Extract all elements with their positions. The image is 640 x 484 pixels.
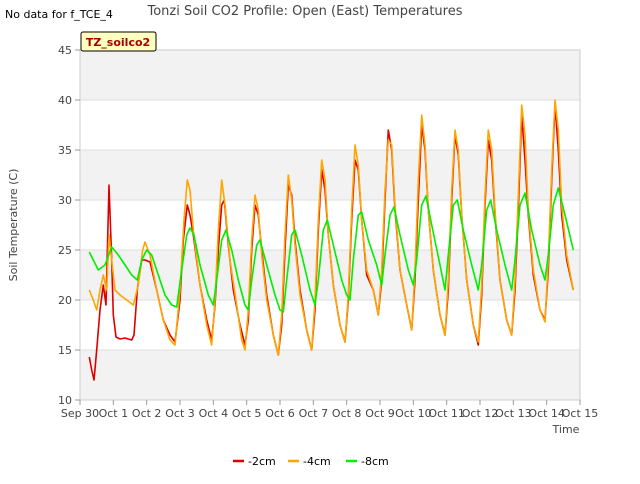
x-tick-label: Oct 15: [562, 407, 599, 420]
y-tick-label: 35: [58, 144, 72, 157]
series-layer: [88, 99, 575, 381]
grid-band: [80, 300, 580, 350]
x-axis-label: Time: [552, 423, 580, 436]
y-tick-label: 10: [58, 394, 72, 407]
nodata-message: No data for f_TCE_4: [5, 8, 113, 21]
plot-background: [80, 50, 580, 400]
x-tick-label: Oct 10: [395, 407, 432, 420]
y-axis: 10 15 20 25 30 35 40 45: [58, 44, 80, 407]
grid-band: [80, 50, 580, 100]
x-tick-label: Oct 2: [132, 407, 162, 420]
x-tick-label: Oct 12: [462, 407, 499, 420]
y-tick-label: 30: [58, 194, 72, 207]
legend-label: -4cm: [303, 455, 331, 468]
badge-label: TZ_soilco2: [86, 36, 150, 49]
grid-band: [80, 200, 580, 250]
plot-frame: [79, 49, 581, 401]
chart-title: Tonzi Soil CO2 Profile: Open (East) Temp…: [146, 4, 462, 19]
y-tick-label: 25: [58, 244, 72, 257]
y-tick-label: 15: [58, 344, 72, 357]
x-tick-label: Oct 6: [265, 407, 295, 420]
legend-label: -8cm: [361, 455, 389, 468]
badge: TZ_soilco2: [80, 31, 157, 52]
y-axis-label: Soil Temperature (C): [7, 169, 20, 282]
x-tick-label: Oct 5: [232, 407, 262, 420]
grid-band: [80, 150, 580, 200]
x-tick-label: Oct 11: [428, 407, 465, 420]
x-axis: Sep 30 Oct 1 Oct 2 Oct 3 Oct 4 Oct 5 Oct 6 Oct …: [61, 400, 598, 420]
x-tick-label: Oct 1: [99, 407, 129, 420]
grid-band: [80, 100, 580, 150]
x-tick-label: Sep 30: [61, 407, 99, 420]
y-tick-label: 20: [58, 294, 72, 307]
x-tick-label: Oct 14: [528, 407, 565, 420]
x-tick-label: Oct 9: [365, 407, 395, 420]
legend-label: -2cm: [248, 455, 276, 468]
x-tick-label: Oct 13: [495, 407, 532, 420]
y-tick-label: 45: [58, 44, 72, 57]
x-tick-label: Oct 3: [165, 407, 195, 420]
legend: -2cm -4cm -8cm: [233, 455, 389, 468]
x-tick-label: Oct 4: [199, 407, 229, 420]
x-tick-label: Oct 7: [299, 407, 329, 420]
y-tick-label: 40: [58, 94, 72, 107]
grid-band: [80, 350, 580, 400]
x-tick-label: Oct 8: [332, 407, 362, 420]
series-line-8cm: [88, 187, 575, 313]
series-line-4cm: [88, 99, 575, 356]
badge-box: [80, 31, 157, 52]
